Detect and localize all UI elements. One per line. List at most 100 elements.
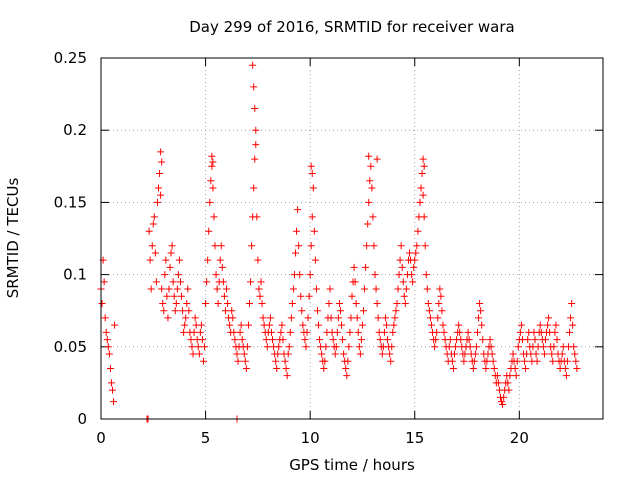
data-point — [252, 126, 260, 134]
data-point — [224, 299, 232, 307]
data-point — [304, 314, 312, 322]
data-point — [318, 350, 326, 358]
data-point — [354, 328, 362, 336]
data-point — [396, 256, 404, 264]
data-point — [395, 271, 403, 279]
data-point — [306, 271, 314, 279]
data-point — [289, 285, 297, 293]
data-point — [373, 299, 381, 307]
data-point — [376, 336, 384, 344]
data-point — [313, 307, 321, 315]
data-point — [420, 213, 428, 221]
data-point — [161, 271, 169, 279]
data-point — [516, 328, 524, 336]
data-point — [148, 242, 156, 250]
data-point — [188, 343, 196, 351]
data-point — [390, 321, 398, 329]
data-point — [190, 328, 198, 336]
data-point — [244, 321, 252, 329]
data-point — [413, 242, 421, 250]
data-point — [110, 398, 118, 406]
data-point — [551, 328, 559, 336]
data-point — [240, 350, 248, 358]
data-point — [419, 155, 427, 163]
data-point — [158, 158, 166, 166]
data-point — [352, 299, 360, 307]
data-point — [570, 343, 578, 351]
data-point — [411, 256, 419, 264]
data-point — [229, 314, 237, 322]
data-point — [251, 155, 259, 163]
data-point — [181, 321, 189, 329]
data-point — [155, 184, 163, 192]
data-point — [362, 263, 370, 271]
data-point — [569, 321, 577, 329]
data-point — [145, 227, 153, 235]
data-point — [107, 379, 115, 387]
data-point — [449, 364, 457, 372]
y-tick-label: 0.05 — [54, 338, 87, 356]
data-point — [387, 357, 395, 365]
data-point — [351, 278, 359, 286]
data-point — [162, 256, 170, 264]
data-point — [208, 152, 216, 160]
data-point — [552, 321, 560, 329]
data-point — [248, 242, 256, 250]
data-point — [445, 343, 453, 351]
data-point — [471, 350, 479, 358]
data-point — [336, 307, 344, 315]
data-point — [233, 350, 241, 358]
data-point — [368, 184, 376, 192]
data-point — [475, 314, 483, 322]
data-point — [170, 292, 178, 300]
data-point — [206, 198, 214, 206]
data-point — [106, 364, 114, 372]
data-point — [173, 285, 181, 293]
data-point — [360, 307, 368, 315]
data-point — [160, 307, 168, 315]
data-point — [544, 321, 552, 329]
data-point — [406, 249, 414, 257]
data-point — [450, 350, 458, 358]
data-point — [281, 357, 289, 365]
data-point — [183, 299, 191, 307]
data-point — [402, 285, 410, 293]
data-point — [283, 372, 291, 380]
data-point — [184, 285, 192, 293]
data-point — [321, 357, 329, 365]
data-point — [477, 307, 485, 315]
data-point — [439, 321, 447, 329]
data-point — [474, 328, 481, 336]
data-point — [365, 198, 373, 206]
data-point — [256, 292, 264, 300]
data-point — [414, 227, 422, 235]
data-point — [540, 350, 548, 358]
data-point — [512, 372, 520, 380]
data-point — [571, 350, 579, 358]
data-point — [364, 220, 372, 228]
data-point — [242, 364, 250, 372]
data-point — [397, 242, 405, 250]
data-point — [522, 364, 530, 372]
data-point — [307, 242, 315, 250]
data-point — [286, 328, 294, 336]
data-point — [159, 299, 167, 307]
data-point — [147, 285, 155, 293]
data-point — [425, 307, 433, 315]
data-point — [513, 357, 521, 365]
data-point — [500, 393, 508, 401]
data-point — [361, 285, 369, 293]
data-point — [391, 314, 399, 322]
data-point — [303, 328, 311, 336]
data-point — [223, 285, 230, 293]
data-point — [486, 336, 494, 344]
data-point — [298, 307, 306, 315]
data-point — [273, 364, 281, 372]
data-point — [408, 271, 416, 279]
data-point — [446, 336, 454, 344]
x-tick-label: 15 — [405, 429, 424, 447]
data-point — [422, 271, 430, 279]
data-point — [174, 271, 182, 279]
data-point — [372, 285, 380, 293]
data-point — [456, 328, 464, 336]
